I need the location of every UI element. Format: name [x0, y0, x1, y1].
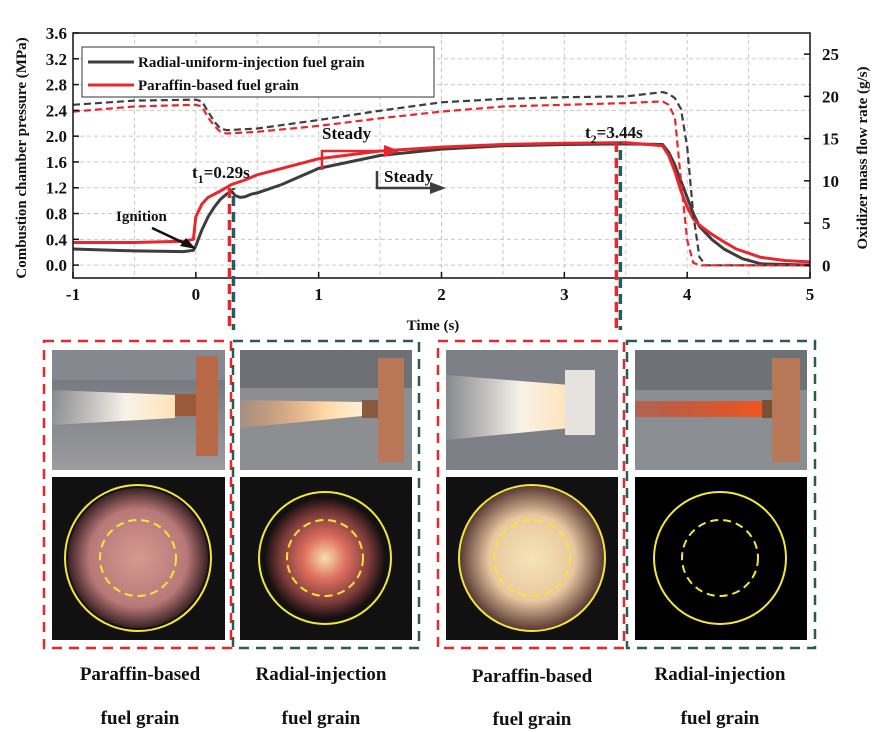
y-tick-label-left: 0.8: [46, 205, 67, 224]
y-tick-label-left: 1.2: [46, 179, 67, 198]
grain-outer-circle: [653, 491, 787, 625]
legend-box: [81, 46, 435, 98]
grain-glow: [68, 488, 208, 628]
caption-paraffin-t2-line1: Paraffin-based: [471, 666, 593, 687]
x-axis-title: Time (s): [407, 318, 460, 334]
y-tick-label-right: 15: [822, 130, 839, 149]
x-tick-label: 4: [683, 285, 692, 304]
frame-radial-t2: [625, 339, 817, 650]
panel-radial-t2: [635, 350, 807, 640]
y-tick-label-left: 1.6: [46, 153, 67, 172]
caption-paraffin-t1-line1: Paraffin-based: [79, 664, 201, 685]
series-line-1: [73, 141, 810, 264]
t2-label: t2=3.44s: [585, 123, 643, 146]
injector-flange: [362, 400, 382, 418]
frame-paraffin-t1: [42, 339, 233, 650]
cross-section-radial-t2: [635, 477, 807, 640]
caption-paraffin-t2-line2: fuel grain: [492, 709, 572, 730]
grain-glow: [265, 498, 385, 618]
annotations: Ignition t1=0.29s t2=3.44s Steady Steady: [116, 123, 643, 249]
y-axis-right-title: Oxidizer mass flow rate (g/s): [855, 66, 871, 249]
y-tick-label-right: 0: [822, 256, 831, 275]
y-tick-label-right: 5: [822, 214, 831, 233]
legend-label-paraffin: Paraffin-based fuel grain: [138, 78, 299, 94]
y-axis-left-title: Combustion chamber pressure (MPa): [14, 37, 30, 278]
photo-panels: [42, 339, 817, 650]
x-tick-label: -1: [66, 285, 80, 304]
flange-plate: [772, 358, 800, 462]
grain-port-circle: [493, 519, 571, 597]
y-tick-label-left: 0.0: [46, 256, 67, 275]
plume-jet: [52, 390, 175, 425]
series-line-3: [73, 100, 810, 267]
y-tick-label-right: 25: [822, 45, 839, 64]
t1-label: t1=0.29s: [192, 163, 250, 186]
panel-paraffin-t2: [446, 350, 618, 640]
caption-radial-t2-line2: fuel grain: [680, 708, 760, 729]
x-tick-label: 3: [560, 285, 569, 304]
plume-jet: [635, 401, 765, 417]
y-tick-label-right: 10: [822, 172, 839, 191]
y-tick-label-left: 2.4: [46, 101, 68, 120]
steady-gray-arrowhead: [430, 182, 446, 194]
frame-radial-t1: [231, 339, 421, 650]
grain-port-circle: [286, 519, 364, 597]
caption-radial-t1-line2: fuel grain: [281, 708, 361, 729]
steady-red-label: Steady: [322, 124, 372, 143]
legend-label-radial: Radial-uniform-injection fuel grain: [138, 55, 365, 71]
grain-outer-circle: [64, 484, 212, 632]
grain-port-circle: [99, 519, 177, 597]
caption-paraffin-t1-line2: fuel grain: [100, 708, 180, 729]
frame-paraffin-t2: [436, 339, 626, 650]
x-tick-label: 5: [806, 285, 815, 304]
grain-glow: [460, 486, 604, 630]
plume-jet: [446, 375, 570, 440]
ignition-label: Ignition: [116, 209, 168, 225]
x-tick-label: 1: [314, 285, 323, 304]
ignition-arrow: [151, 226, 187, 246]
ignition-arrowhead: [180, 238, 196, 249]
caption-radial-t1-line1: Radial-injection: [255, 664, 387, 685]
grain-outer-circle: [458, 484, 606, 632]
x-tick-label: 2: [437, 285, 446, 304]
y-tick-label-left: 0.4: [46, 230, 68, 249]
caption-radial-t2-line1: Radial-injection: [654, 664, 786, 685]
y-tick-label-left: 3.6: [46, 24, 67, 43]
flange-plate: [378, 358, 404, 462]
steady-red-arrowhead: [384, 145, 400, 157]
time-markers: [227, 142, 623, 330]
steady-red-arrow: [320, 149, 385, 170]
y-tick-label-right: 20: [822, 87, 839, 106]
steady-gray-arrow: [375, 171, 430, 190]
series-layer: [73, 90, 810, 267]
x-tick-label: 0: [192, 285, 201, 304]
grain-port-circle: [681, 519, 759, 597]
y-tick-label-left: 3.2: [46, 50, 67, 69]
steady-gray-label: Steady: [384, 167, 434, 186]
y-tick-label-left: 2.0: [46, 127, 67, 146]
axes: -1 0 1 2 3 4 50.00.40.81.21.62.02.42.83.23.605…: [46, 24, 839, 304]
grain-outer-circle: [258, 491, 392, 625]
plume-jet: [240, 400, 362, 428]
series-line-2: [73, 90, 810, 267]
panel-paraffin-t1: [52, 350, 225, 640]
y-tick-label-left: 2.8: [46, 76, 67, 95]
panel-radial-t1: [240, 350, 412, 640]
series-line-0: [73, 142, 810, 267]
flange-plate: [196, 356, 218, 456]
legend: Radial-uniform-injection fuel grain Para…: [81, 46, 435, 98]
injector-flange: [565, 370, 595, 435]
